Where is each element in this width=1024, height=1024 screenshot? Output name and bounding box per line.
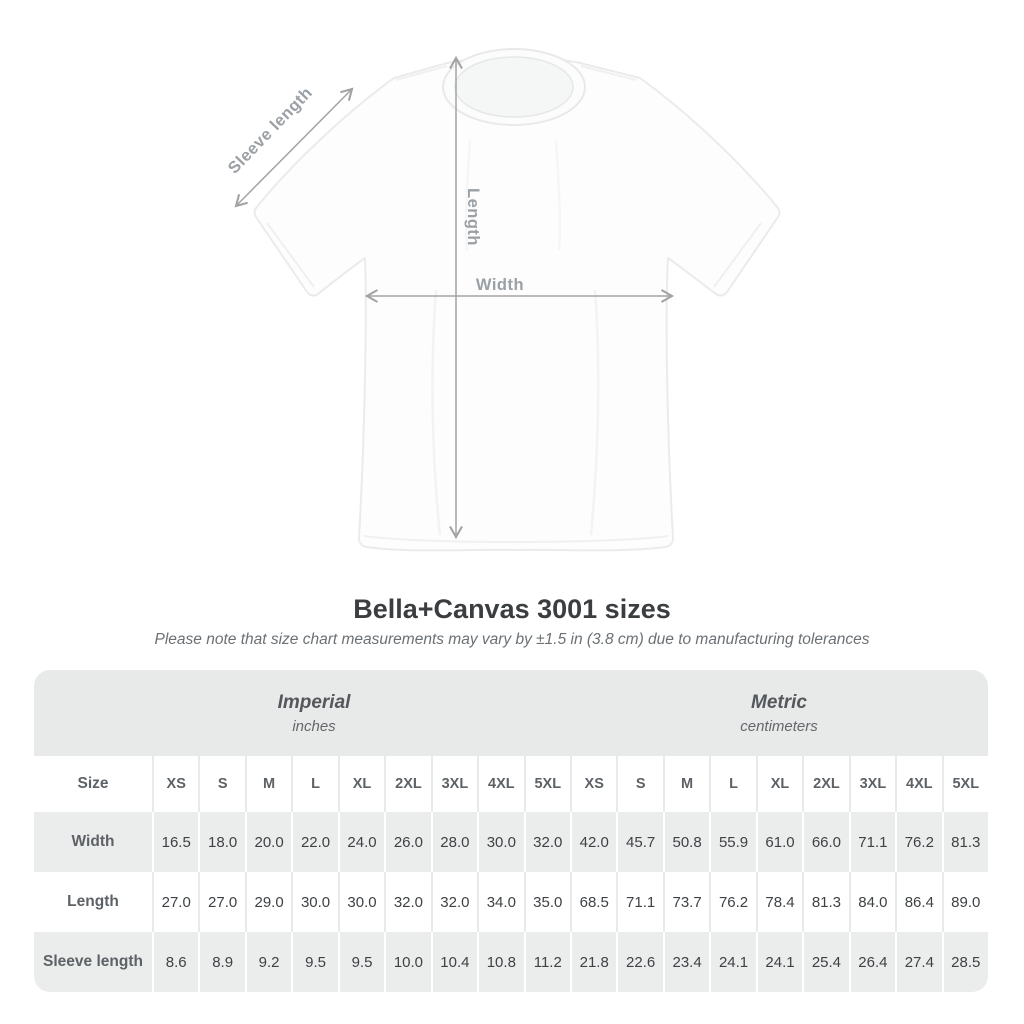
size-column-header: 2XL	[384, 756, 430, 812]
unit-group-imperial: Imperial inches	[34, 670, 570, 756]
measure-value: 23.4	[662, 932, 709, 992]
size-column-header: L	[291, 756, 337, 812]
measure-value: 55.9	[709, 812, 755, 872]
size-column-header: 5XL	[523, 756, 570, 812]
measure-value: 45.7	[616, 812, 662, 872]
size-column-header: 5XL	[941, 756, 988, 812]
measure-value: 29.0	[244, 872, 291, 932]
measure-value: 71.1	[848, 812, 895, 872]
metric-title: Metric	[751, 691, 807, 713]
measure-value: 76.2	[895, 812, 941, 872]
measure-value: 42.0	[569, 812, 616, 872]
size-header-label: Size	[77, 775, 109, 792]
collar-opening	[454, 56, 574, 118]
measure-value: 27.0	[152, 872, 198, 932]
page-title: Bella+Canvas 3001 sizes	[353, 594, 671, 624]
measure-value: 21.8	[569, 932, 616, 992]
measure-value: 10.4	[430, 932, 477, 992]
sleeve-length-arrow	[234, 87, 354, 208]
size-table: Imperial inches Metric centimeters Size X…	[34, 670, 988, 992]
width-label: Width	[476, 276, 524, 294]
measure-row-label: Sleeve length	[43, 953, 143, 970]
size-column-header: 3XL	[848, 756, 895, 812]
measure-value: 35.0	[523, 872, 570, 932]
size-column-header: S	[198, 756, 244, 812]
size-column-header: XS	[569, 756, 616, 812]
measure-value: 24.0	[337, 812, 384, 872]
measure-row: Width 16.5 18.0 20.0 22.0 24.0 26.0 28.0 30.0 32.…	[34, 812, 988, 872]
tshirt-illustration	[253, 48, 781, 552]
measure-value: 32.0	[384, 872, 430, 932]
size-column-header: XL	[755, 756, 802, 812]
measure-value: 76.2	[709, 872, 755, 932]
measure-value: 20.0	[244, 812, 291, 872]
measure-value: 81.3	[802, 872, 848, 932]
size-column-header: XS	[152, 756, 198, 812]
measure-value: 27.4	[895, 932, 941, 992]
size-header-row: Size XS S M L XL 2XL 3XL 4XL 5XL XS S M L XL 2XL 3XL 4XL 5…	[34, 756, 988, 812]
measure-value: 22.0	[291, 812, 337, 872]
measure-value: 27.0	[198, 872, 244, 932]
measure-row: Length 27.0 27.0 29.0 30.0 30.0 32.0 32.0 34.0 35…	[34, 872, 988, 932]
measure-value: 9.5	[291, 932, 337, 992]
measure-row: Sleeve length 8.6 8.9 9.2 9.5 9.5 10.0 10.4 10.8…	[34, 932, 988, 992]
measure-value: 8.9	[198, 932, 244, 992]
measure-value: 32.0	[430, 872, 477, 932]
measure-value: 18.0	[198, 812, 244, 872]
measure-value: 30.0	[477, 812, 523, 872]
measure-row-label: Width	[71, 833, 115, 850]
measure-value: 9.5	[337, 932, 384, 992]
measure-value: 10.0	[384, 932, 430, 992]
measure-row-label: Length	[67, 893, 119, 910]
measure-value: 28.0	[430, 812, 477, 872]
size-column-header: M	[244, 756, 291, 812]
size-column-header: 4XL	[477, 756, 523, 812]
measure-value: 22.6	[616, 932, 662, 992]
measure-value: 10.8	[477, 932, 523, 992]
size-column-header: M	[662, 756, 709, 812]
measure-value: 26.4	[848, 932, 895, 992]
measure-value: 73.7	[662, 872, 709, 932]
measure-value: 11.2	[523, 932, 570, 992]
measure-value: 89.0	[941, 872, 988, 932]
size-column-header: S	[616, 756, 662, 812]
measure-value: 50.8	[662, 812, 709, 872]
size-column-header: L	[709, 756, 755, 812]
measure-value: 9.2	[244, 932, 291, 992]
unit-header-band: Imperial inches Metric centimeters	[34, 670, 988, 756]
measure-value: 66.0	[802, 812, 848, 872]
measure-value: 24.1	[709, 932, 755, 992]
metric-subtitle: centimeters	[740, 717, 818, 735]
size-column-header: 4XL	[895, 756, 941, 812]
measure-value: 86.4	[895, 872, 941, 932]
length-label: Length	[464, 188, 482, 246]
measure-value: 24.1	[755, 932, 802, 992]
page-subtitle: Please note that size chart measurements…	[154, 631, 870, 648]
measure-value: 25.4	[802, 932, 848, 992]
measure-value: 81.3	[941, 812, 988, 872]
measure-value: 26.0	[384, 812, 430, 872]
imperial-title: Imperial	[277, 691, 351, 713]
size-column-header: 3XL	[430, 756, 477, 812]
unit-group-metric: Metric centimeters	[570, 670, 988, 756]
size-column-header: XL	[337, 756, 384, 812]
measure-value: 84.0	[848, 872, 895, 932]
measure-value: 16.5	[152, 812, 198, 872]
imperial-subtitle: inches	[292, 717, 336, 735]
measure-value: 61.0	[755, 812, 802, 872]
size-table-grid: Size XS S M L XL 2XL 3XL 4XL 5XL XS S M L XL 2XL 3XL 4XL 5…	[34, 756, 988, 992]
measure-value: 28.5	[941, 932, 988, 992]
measure-value: 71.1	[616, 872, 662, 932]
tshirt-diagram: Width Length Sleeve length	[225, 48, 781, 552]
measure-value: 30.0	[337, 872, 384, 932]
measure-value: 32.0	[523, 812, 570, 872]
measure-value: 78.4	[755, 872, 802, 932]
measure-value: 68.5	[569, 872, 616, 932]
measure-value: 30.0	[291, 872, 337, 932]
measure-value: 34.0	[477, 872, 523, 932]
size-column-header: 2XL	[802, 756, 848, 812]
measure-value: 8.6	[152, 932, 198, 992]
